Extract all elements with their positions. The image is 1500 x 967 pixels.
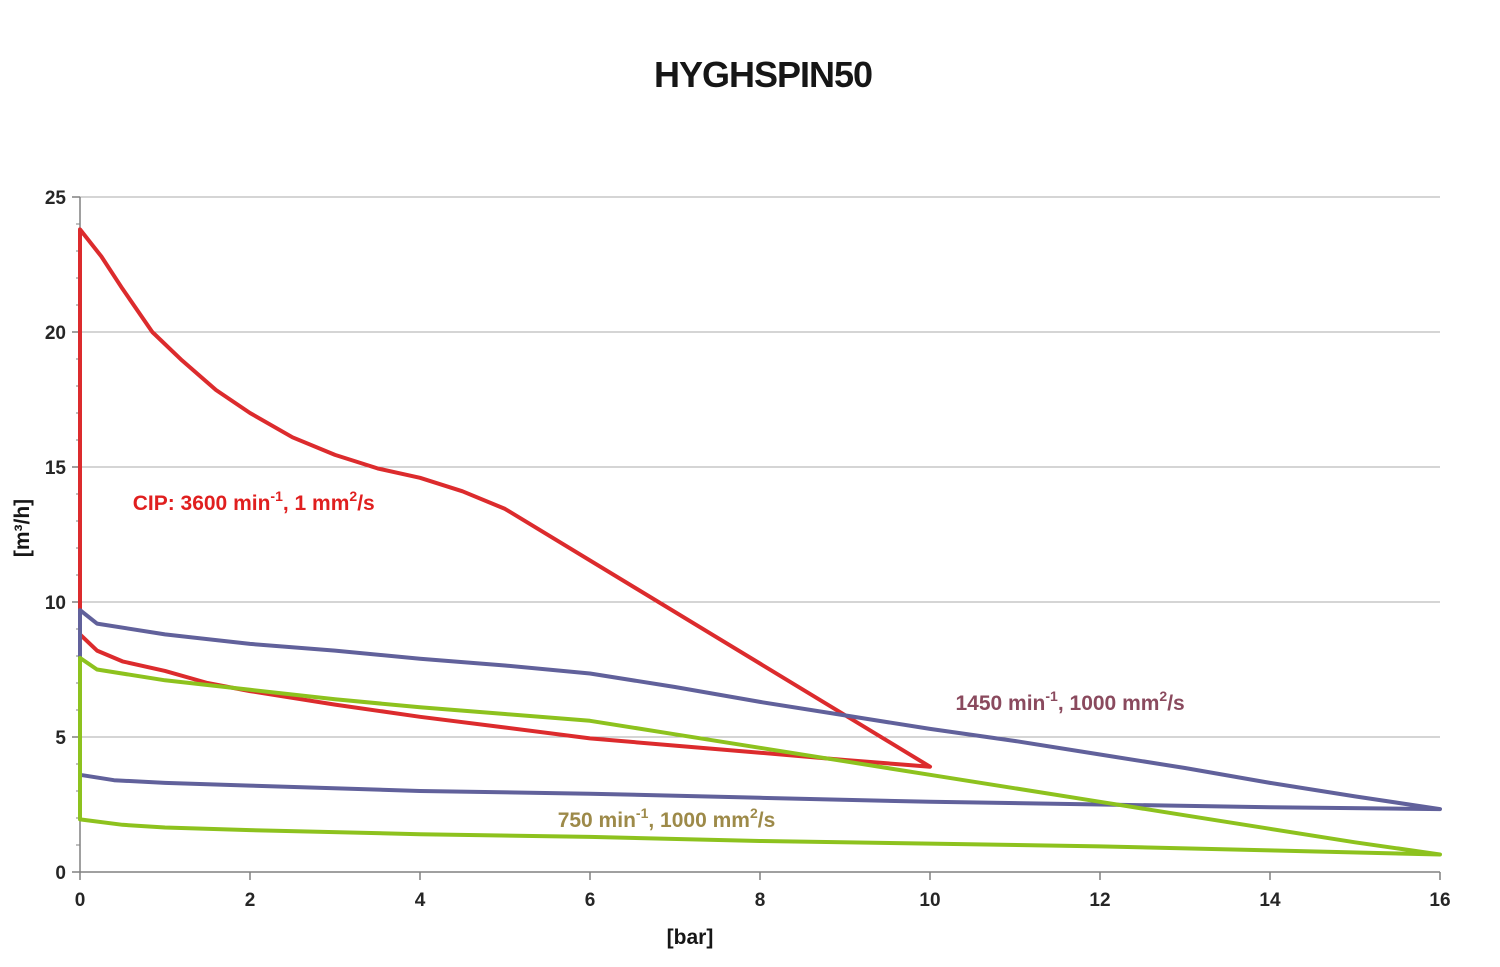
annotation-segment: 1450 min xyxy=(956,692,1046,715)
y-tick-label: 10 xyxy=(45,593,66,614)
annotation-segment: CIP: 3600 min xyxy=(133,492,271,515)
annotation-1450-label: 1450 min-1, 1000 mm2/s xyxy=(956,688,1185,715)
y-tick-label: 5 xyxy=(55,728,66,749)
x-tick-label: 4 xyxy=(415,890,426,911)
curve-1450-min-1-1000-mm2-s xyxy=(78,608,1442,812)
annotation-segment: /s xyxy=(1167,692,1185,715)
y-tick-label: 0 xyxy=(55,863,66,884)
y-tick-label: 20 xyxy=(45,323,66,344)
annotation-segment: 750 min xyxy=(558,809,636,832)
annotation-segment: 2 xyxy=(349,488,357,504)
annotation-segment: -1 xyxy=(270,488,283,504)
annotation-segment: 2 xyxy=(1159,688,1167,704)
annotation-segment: , 1000 mm xyxy=(1058,692,1160,715)
annotation-segment: , 1 mm xyxy=(283,492,350,515)
y-tick-label: 15 xyxy=(45,458,67,479)
annotation-segment: , 1000 mm xyxy=(648,809,750,832)
x-tick-label: 12 xyxy=(1089,890,1110,911)
y-tick-label: 25 xyxy=(45,188,67,209)
x-axis-title: [bar] xyxy=(666,926,714,949)
annotation-segment: /s xyxy=(357,492,375,515)
chart-title: HYGHSPIN50 xyxy=(653,54,873,95)
x-tick-label: 8 xyxy=(755,890,766,911)
annotation-segment: 2 xyxy=(750,805,758,821)
x-tick-label: 16 xyxy=(1429,890,1450,911)
annotation-segment: -1 xyxy=(1045,688,1058,704)
curve-750-min-1-1000-mm2-s xyxy=(78,655,1442,857)
annotation-cip-3600-label: CIP: 3600 min-1, 1 mm2/s xyxy=(133,488,375,515)
annotation-750-label: 750 min-1, 1000 mm2/s xyxy=(558,805,776,832)
y-axis-title: [m³/h] xyxy=(11,498,34,558)
x-tick-label: 0 xyxy=(75,890,86,911)
x-tick-label: 10 xyxy=(919,890,940,911)
x-tick-label: 14 xyxy=(1259,890,1281,911)
curve-cip-3600-min-1-1-mm2-s xyxy=(78,227,932,769)
x-tick-label: 2 xyxy=(245,890,256,911)
annotation-segment: /s xyxy=(758,809,776,832)
x-tick-label: 6 xyxy=(585,890,596,911)
annotation-segment: -1 xyxy=(636,805,649,821)
